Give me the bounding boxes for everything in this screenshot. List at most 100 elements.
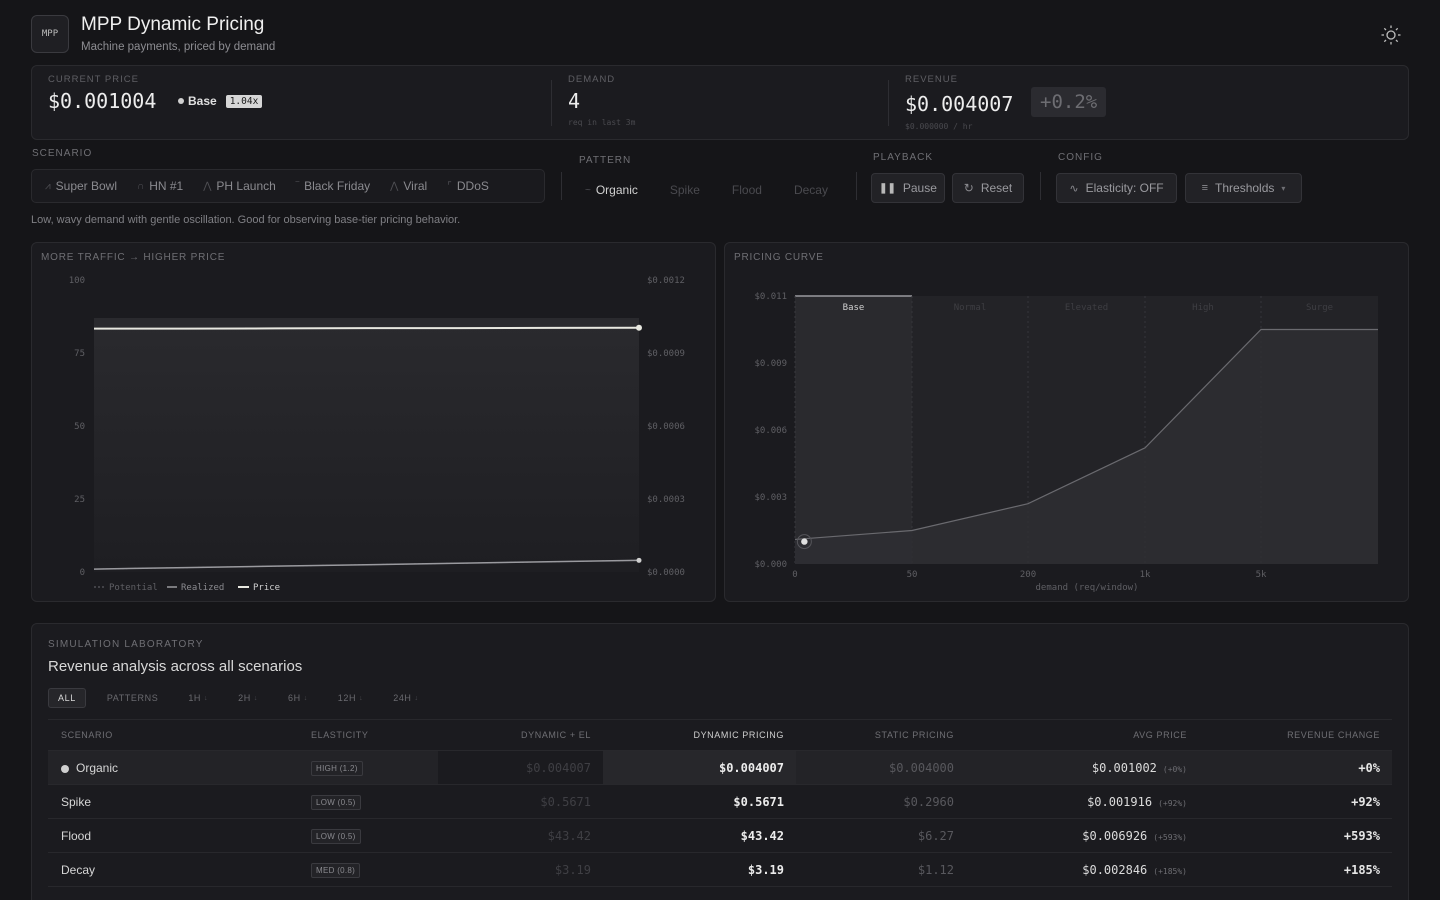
scenario-label-text: HN #1 bbox=[149, 179, 184, 193]
col-elasticity[interactable]: ELASTICITY bbox=[298, 719, 438, 751]
tab-label: PATTERNS bbox=[106, 693, 159, 703]
metrics-card: CURRENT PRICE $0.001004 Base 1.04x DEMAN… bbox=[31, 65, 1409, 140]
tier-label: Surge bbox=[1306, 303, 1333, 313]
table-row[interactable]: Flood LOW (0.5) $43.42 $43.42 $6.27 $0.0… bbox=[48, 818, 1392, 853]
y-right-tick-label: $0.0006 bbox=[647, 422, 685, 432]
lab-kicker: SIMULATION LABORATORY bbox=[48, 639, 204, 650]
scenario-cell: Organic bbox=[48, 750, 298, 785]
pause-button[interactable]: ❚❚ Pause bbox=[871, 173, 945, 203]
avg-pct: (+185%) bbox=[1153, 866, 1187, 876]
divider bbox=[1040, 172, 1041, 200]
scenario-selector: ⩘ Super Bowl ∩ HN #1 ⋀ PH Launch ‾ Black Fri… bbox=[31, 169, 545, 203]
tab-all[interactable]: ALL bbox=[48, 688, 86, 708]
scenario-black-friday[interactable]: ‾ Black Friday bbox=[296, 179, 370, 193]
pricing-curve-panel: PRICING CURVE Base Normal Elevated High Surg… bbox=[724, 242, 1409, 602]
col-revenue-change[interactable]: REVENUE CHANGE bbox=[1199, 719, 1392, 751]
arrow-down-icon: ↓ bbox=[359, 694, 364, 702]
current-point-ring bbox=[796, 534, 812, 550]
sun-icon bbox=[1381, 25, 1401, 45]
dynamic-el-cell: $43.42 bbox=[438, 818, 603, 853]
elasticity-cell: LOW (0.5) bbox=[298, 818, 438, 853]
tier-indicator: Base 1.04x bbox=[178, 94, 263, 108]
avg-cell: $0.006926 (+593%) bbox=[966, 818, 1199, 853]
tab-6h[interactable]: 6H ↓ bbox=[279, 688, 317, 708]
scenario-label-text: PH Launch bbox=[216, 179, 276, 193]
curve-area bbox=[795, 329, 1378, 564]
table-row[interactable]: Spike LOW (0.5) $0.5671 $0.5671 $0.2960 … bbox=[48, 784, 1392, 819]
elasticity-toggle[interactable]: ∿ Elasticity: OFF bbox=[1056, 173, 1177, 203]
pattern-decay[interactable]: Decay bbox=[794, 183, 828, 197]
change-cell: +593% bbox=[1199, 818, 1392, 853]
scenario-cell: Decay bbox=[48, 852, 298, 887]
pattern-spike[interactable]: Spike bbox=[670, 183, 700, 197]
dynamic-cell: $0.004007 bbox=[603, 750, 796, 785]
theme-toggle-button[interactable] bbox=[1380, 24, 1402, 46]
pricing-curve-chart: Base Normal Elevated High Surge $0.011 $0.009 $… bbox=[754, 292, 1378, 593]
scenario-ph-launch[interactable]: ⋀ PH Launch bbox=[203, 179, 276, 193]
reset-icon: ↻ bbox=[963, 181, 974, 195]
tier-label: Base bbox=[843, 303, 865, 313]
avg-value: $0.002846 bbox=[1082, 862, 1148, 877]
col-dynamic-el[interactable]: DYNAMIC + EL bbox=[438, 719, 603, 751]
tab-2h[interactable]: 2H ↓ bbox=[229, 688, 267, 708]
change-cell: +0% bbox=[1199, 750, 1392, 785]
active-tier-band bbox=[795, 296, 912, 564]
x-axis-label: demand (req/window) bbox=[1036, 583, 1139, 593]
table-row[interactable]: Decay MED (0.8) $3.19 $3.19 $1.12 $0.002… bbox=[48, 852, 1392, 887]
reset-button[interactable]: ↻ Reset bbox=[952, 173, 1024, 203]
avg-value: $0.006926 bbox=[1082, 828, 1148, 843]
lab-title: Revenue analysis across all scenarios bbox=[48, 658, 303, 675]
elasticity-badge: MED (0.8) bbox=[311, 862, 361, 878]
scenario-label-text: DDoS bbox=[456, 179, 489, 193]
realized-line bbox=[93, 559, 640, 570]
y-left-tick-label: 25 bbox=[74, 495, 85, 505]
pattern-label-text: Flood bbox=[731, 183, 762, 197]
pattern-flood[interactable]: Flood bbox=[732, 183, 762, 197]
scenario-super-bowl[interactable]: ⩘ Super Bowl bbox=[45, 179, 117, 193]
sliders-icon: ≡ bbox=[1201, 182, 1209, 194]
tier-label: Elevated bbox=[1065, 303, 1108, 313]
elasticity-cell: HIGH (1.2) bbox=[298, 750, 438, 785]
col-avg-price[interactable]: AVG PRICE bbox=[966, 719, 1199, 751]
tab-1h[interactable]: 1H ↓ bbox=[179, 688, 217, 708]
app-title: MPP Dynamic Pricing bbox=[81, 14, 265, 35]
col-scenario[interactable]: SCENARIO bbox=[48, 719, 298, 751]
elasticity-badge: LOW (0.5) bbox=[311, 828, 361, 844]
scenario-label: SCENARIO bbox=[32, 148, 93, 159]
arrow-down-icon: ↓ bbox=[204, 694, 209, 702]
tab-patterns[interactable]: PATTERNS bbox=[98, 688, 167, 708]
avg-cell: $0.001002 (+0%) bbox=[966, 750, 1199, 785]
price-line bbox=[94, 326, 640, 330]
pattern-label: PATTERN bbox=[579, 155, 632, 166]
scenario-ddos[interactable]: ⌜ DDoS bbox=[447, 179, 489, 193]
demand-value: 4 bbox=[568, 89, 581, 113]
col-static-pricing[interactable]: STATIC PRICING bbox=[796, 719, 966, 751]
avg-cell: $0.001916 (+92%) bbox=[966, 784, 1199, 819]
y-left-tick-label: 50 bbox=[74, 422, 85, 432]
config-label: CONFIG bbox=[1058, 152, 1103, 163]
thresholds-label: Thresholds bbox=[1215, 181, 1275, 195]
y-tick-label: $0.000 bbox=[754, 560, 787, 570]
scenario-cell: Flood bbox=[48, 818, 298, 853]
table-row[interactable]: Organic HIGH (1.2) $0.004007 $0.004007 $… bbox=[48, 750, 1392, 785]
dynamic-cell: $43.42 bbox=[603, 818, 796, 853]
demand-label: DEMAND bbox=[568, 74, 616, 85]
static-cell: $0.2960 bbox=[796, 784, 966, 819]
tab-12h[interactable]: 12H ↓ bbox=[329, 688, 372, 708]
y-tick-label: $0.011 bbox=[754, 292, 787, 302]
tab-24h[interactable]: 24H ↓ bbox=[384, 688, 427, 708]
thresholds-dropdown[interactable]: ≡ Thresholds ▾ bbox=[1185, 173, 1302, 203]
y-tick-label: $0.006 bbox=[754, 426, 787, 436]
y-right-tick-label: $0.0009 bbox=[647, 349, 685, 359]
arc-icon: ∩ bbox=[137, 180, 145, 192]
static-cell: $1.12 bbox=[796, 852, 966, 887]
avg-value: $0.001002 bbox=[1091, 760, 1157, 775]
scenario-label-text: Super Bowl bbox=[55, 179, 118, 193]
x-tick-label: 50 bbox=[907, 570, 918, 580]
pattern-organic[interactable]: ~ Organic bbox=[585, 183, 638, 197]
y-tick-label: $0.003 bbox=[754, 493, 787, 503]
col-dynamic-pricing[interactable]: DYNAMIC PRICING bbox=[603, 719, 796, 751]
trend-icon: ⋀ bbox=[390, 180, 399, 192]
scenario-viral[interactable]: ⋀ Viral bbox=[390, 179, 427, 193]
scenario-hn[interactable]: ∩ HN #1 bbox=[137, 179, 183, 193]
